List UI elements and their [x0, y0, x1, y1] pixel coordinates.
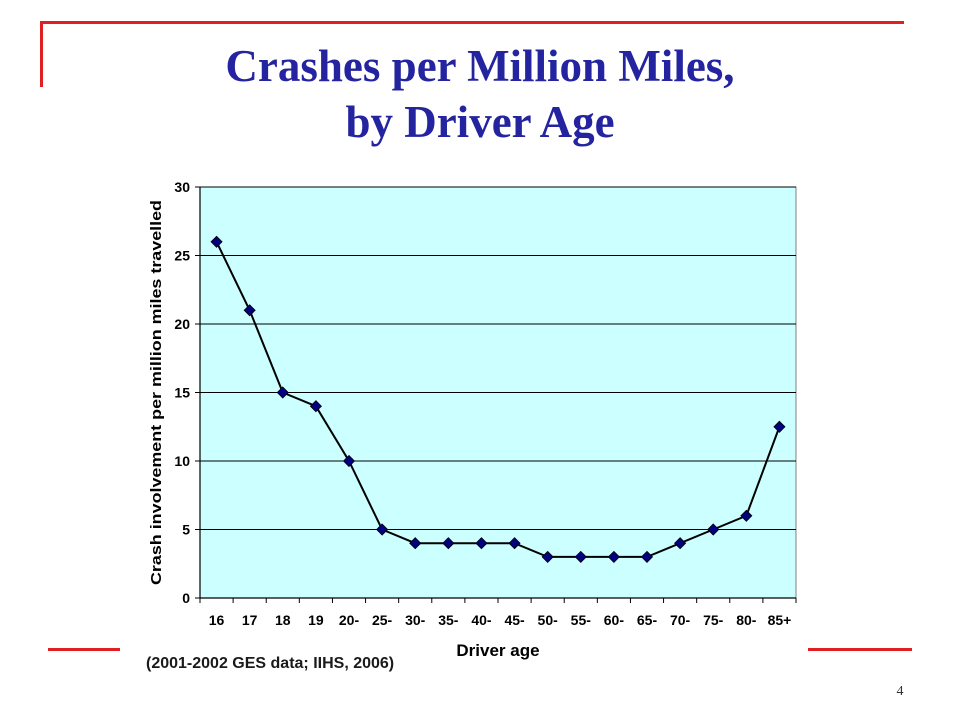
- x-tick-label: 19: [308, 612, 324, 628]
- data-point: [773, 420, 786, 433]
- title-line-1: Crashes per Million Miles,: [225, 41, 735, 91]
- x-tick-label: 60-: [604, 612, 625, 628]
- x-tick-label: 35-: [438, 612, 459, 628]
- data-point: [640, 550, 654, 563]
- x-tick-label: 55-: [571, 612, 592, 628]
- data-point: [607, 550, 620, 563]
- data-point: [376, 523, 389, 536]
- data-point: [409, 537, 422, 550]
- data-point: [740, 509, 753, 522]
- y-tick-label: 30: [174, 179, 190, 195]
- y-tick-label: 15: [174, 385, 190, 401]
- y-tick-label: 5: [182, 522, 190, 538]
- x-tick-label: 50-: [538, 612, 559, 628]
- x-tick-label: 18: [275, 612, 291, 628]
- x-tick-label: 80-: [736, 612, 757, 628]
- bottom-accent-line-left: [48, 648, 120, 651]
- x-tick-label: 20-: [339, 612, 360, 628]
- series-line: [215, 241, 781, 558]
- slide-number: 4: [896, 684, 904, 699]
- x-tick-label: 16: [209, 612, 225, 628]
- title-line-2: by Driver Age: [345, 97, 615, 147]
- x-tick-label: 30-: [405, 612, 426, 628]
- y-tick-label: 25: [174, 248, 190, 264]
- x-tick-label: 75-: [703, 612, 724, 628]
- data-point: [342, 454, 356, 468]
- axes: [195, 186, 797, 603]
- source-note: (2001-2002 GES data; IIHS, 2006): [146, 655, 395, 672]
- x-tick-label: 45-: [504, 612, 525, 628]
- y-tick-label: 10: [174, 453, 190, 469]
- gridlines: [200, 186, 796, 530]
- left-accent-line: [40, 21, 43, 87]
- data-point: [210, 235, 223, 248]
- data-point: [707, 523, 720, 536]
- y-tick-labels: 0 5 10 15 20 25 30: [174, 179, 190, 606]
- x-tick-label: 65-: [637, 612, 658, 628]
- data-point: [276, 386, 289, 399]
- x-axis-label: Driver age: [456, 641, 539, 660]
- data-point: [475, 537, 488, 550]
- page-title: Crashes per Million Miles, by Driver Age: [0, 38, 960, 150]
- bottom-accent-line-right: [808, 648, 912, 651]
- x-tick-labels: 16 17 18 19 20- 25- 30- 35- 40- 45- 50- 55- 60- 65- 70…: [209, 612, 792, 628]
- data-point: [574, 550, 587, 563]
- x-tick-label: 25-: [372, 612, 393, 628]
- y-tick-label: 0: [182, 590, 190, 606]
- data-point: [309, 400, 322, 413]
- y-axis-label: Crash involvement per million miles trav…: [148, 200, 165, 585]
- x-tick-label: 85+: [768, 612, 792, 628]
- top-accent-line: [40, 21, 904, 24]
- data-point: [442, 537, 455, 550]
- data-point: [674, 537, 687, 550]
- series: [210, 235, 786, 563]
- y-tick-label: 20: [174, 316, 190, 332]
- x-tick-label: 70-: [670, 612, 691, 628]
- data-point: [243, 304, 256, 317]
- data-point: [541, 550, 554, 563]
- data-point: [508, 537, 521, 550]
- x-tick-label: 40-: [471, 612, 492, 628]
- x-tick-label: 17: [242, 612, 258, 628]
